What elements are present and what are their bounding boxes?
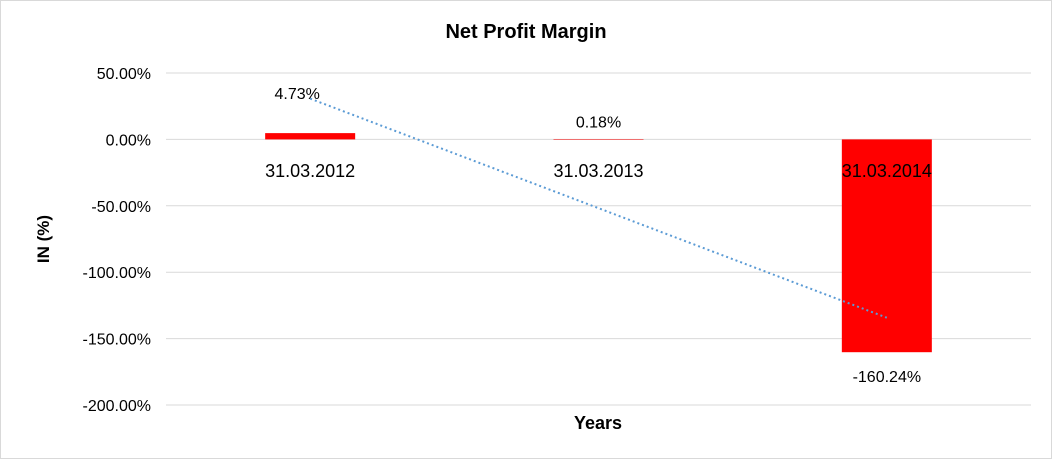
- data-label: 4.73%: [274, 86, 319, 103]
- y-tick-label: 0.00%: [106, 132, 151, 149]
- x-tick-label: 31.03.2014: [842, 161, 932, 181]
- bar: [265, 133, 356, 140]
- y-tick-label: 50.00%: [97, 66, 151, 83]
- y-tick-label: -200.00%: [83, 398, 152, 415]
- bar: [553, 139, 644, 140]
- x-tick-label: 31.03.2013: [553, 161, 643, 181]
- y-tick-label: -50.00%: [91, 199, 151, 216]
- data-label: 0.18%: [576, 114, 621, 131]
- data-label: -160.24%: [853, 369, 922, 386]
- y-axis-label: IN (%): [34, 215, 53, 263]
- x-axis-label: Years: [574, 413, 622, 433]
- trendline: [309, 97, 888, 319]
- x-tick-label: 31.03.2012: [265, 161, 355, 181]
- y-tick-label: -150.00%: [83, 332, 152, 349]
- chart-title: Net Profit Margin: [445, 21, 606, 43]
- y-tick-label: -100.00%: [83, 265, 152, 282]
